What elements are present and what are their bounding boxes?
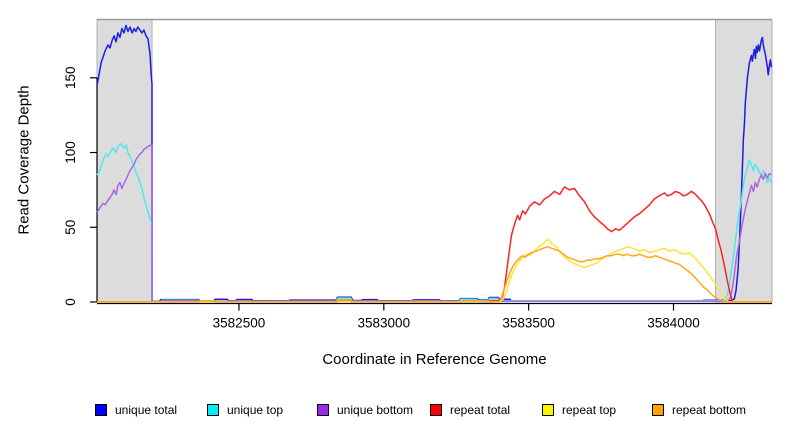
legend-swatch-unique-top <box>207 404 219 416</box>
legend-item-unique-top: unique top <box>207 401 283 419</box>
plot-canvas: 3582500 3583000 3583500 3584000 0 50 100 150 <box>63 18 773 331</box>
x-tick-label: 3583500 <box>502 316 555 331</box>
chart-legend: unique total unique top unique bottom repea… <box>0 401 792 419</box>
y-tick-label: 100 <box>63 141 78 164</box>
series-line-unique-total <box>96 24 773 302</box>
series-line-unique-top <box>96 142 773 303</box>
legend-swatch-repeat-total <box>430 404 442 416</box>
series-line-repeat-top <box>96 238 772 303</box>
y-tick-label: 0 <box>63 298 78 306</box>
y-axis-title: Read Coverage Depth <box>15 85 33 235</box>
series-line-repeat-total <box>97 186 772 303</box>
legend-label: repeat total <box>450 403 511 417</box>
legend-item-repeat-total: repeat total <box>430 401 510 419</box>
y-tick-label: 150 <box>63 67 78 90</box>
shaded-region <box>715 18 773 303</box>
legend-item-repeat-top: repeat top <box>542 401 616 419</box>
series-line-repeat-bottom <box>97 245 772 303</box>
legend-swatch-unique-total <box>95 404 107 416</box>
legend-swatch-repeat-top <box>542 404 554 416</box>
legend-item-unique-total: unique total <box>95 401 177 419</box>
legend-label: unique bottom <box>337 403 414 417</box>
x-tick-label: 3583000 <box>358 316 411 331</box>
legend-swatch-unique-bottom <box>317 404 329 416</box>
legend-label: repeat bottom <box>672 403 747 417</box>
legend-item-unique-bottom: unique bottom <box>317 401 413 419</box>
series-line-unique-bottom <box>96 144 772 303</box>
legend-item-repeat-bottom: repeat bottom <box>652 401 746 419</box>
legend-label: unique top <box>227 403 284 417</box>
legend-label: repeat top <box>562 403 617 417</box>
legend-swatch-repeat-bottom <box>652 404 664 416</box>
shaded-region <box>96 18 153 303</box>
x-tick-label: 3584000 <box>647 316 700 331</box>
legend-label: unique total <box>115 403 178 417</box>
y-tick-label: 50 <box>63 220 78 235</box>
x-tick-label: 3582500 <box>213 316 266 331</box>
x-axis-title: Coordinate in Reference Genome <box>322 351 547 368</box>
